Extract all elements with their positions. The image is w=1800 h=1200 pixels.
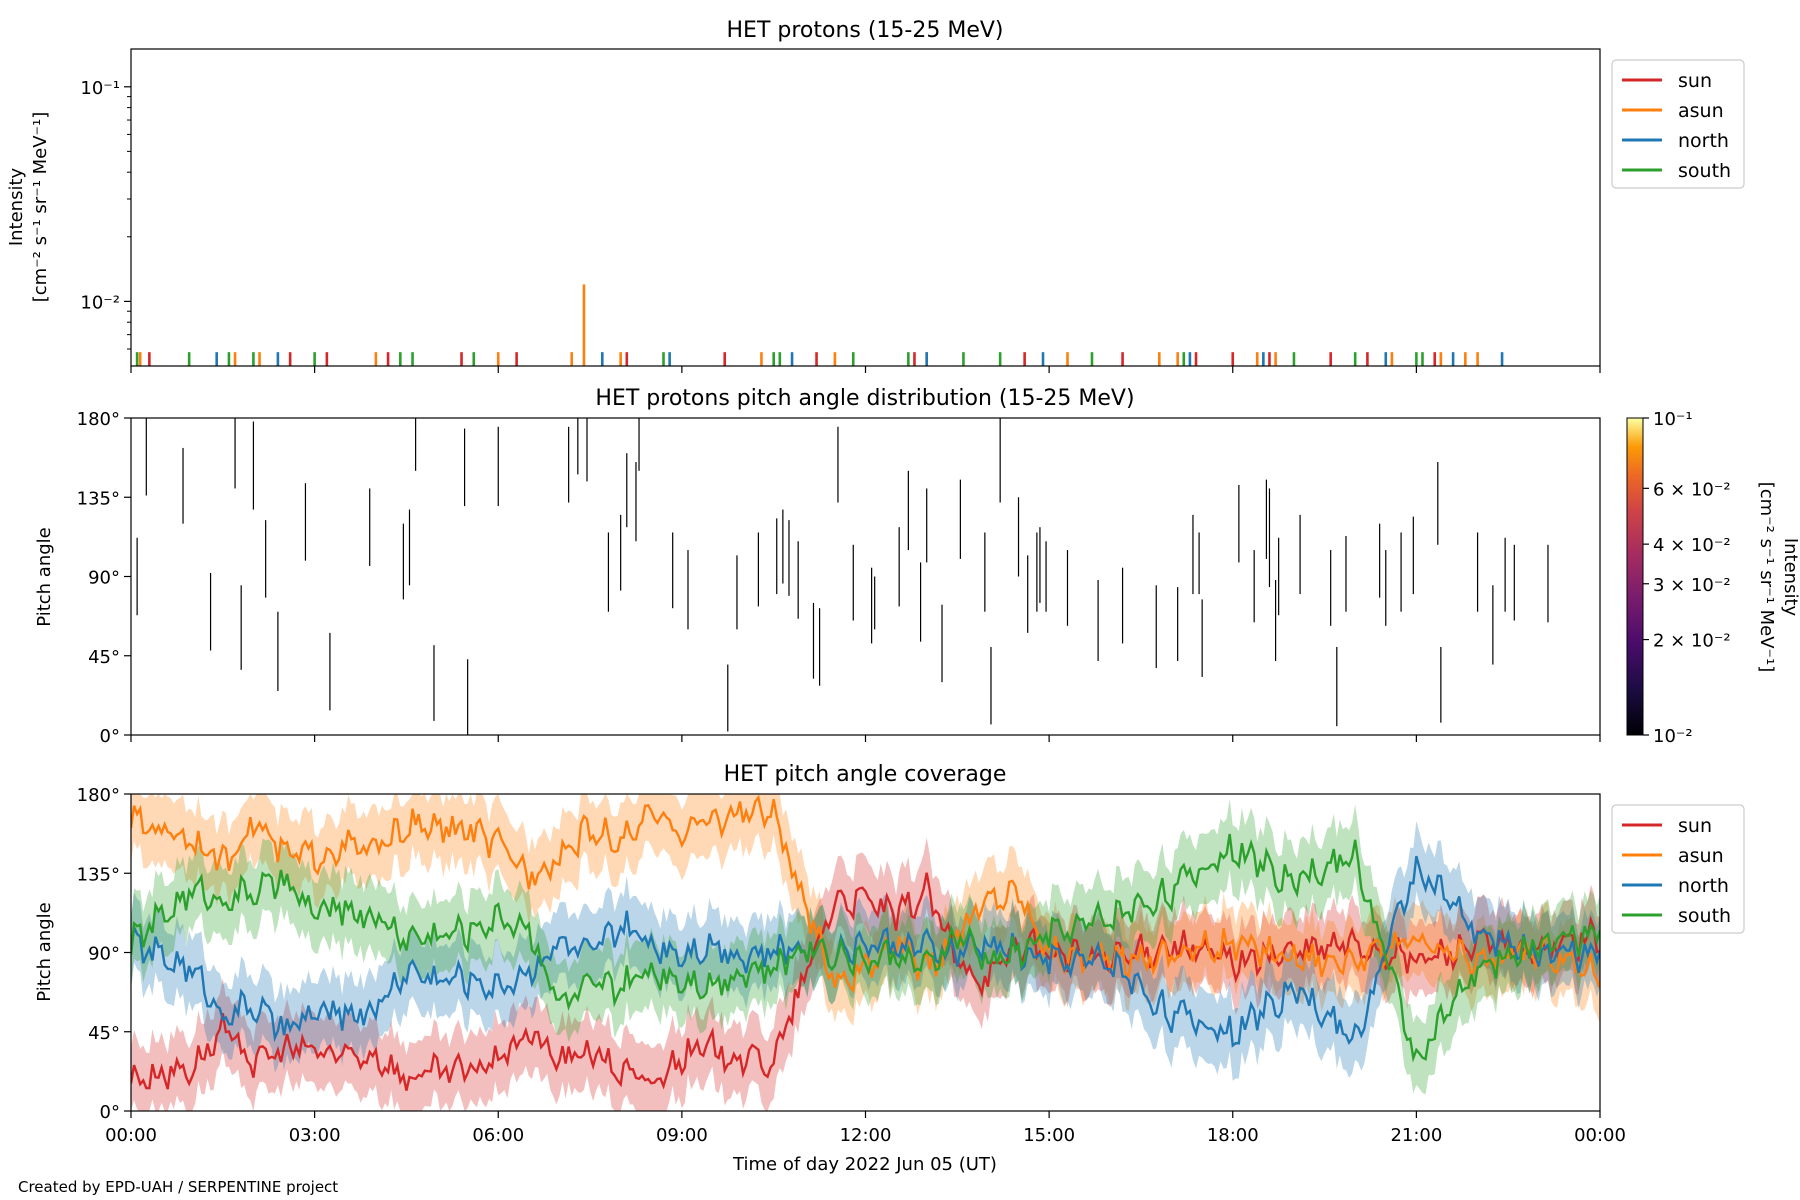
colorbar-tick-label: 3 × 10⁻²: [1653, 575, 1731, 596]
coverage-ytick-label: 180°: [77, 785, 120, 806]
coverage-line-north: [131, 855, 1600, 1048]
colorbar-tick-label: 6 × 10⁻²: [1653, 479, 1731, 500]
time-axis-tick-label: 00:00: [1574, 1125, 1626, 1146]
time-axis-tick-label: 00:00: [105, 1125, 157, 1146]
coverage-line-asun: [131, 794, 1600, 994]
time-axis-label: Time of day 2022 Jun 05 (UT): [732, 1154, 997, 1175]
intensity-ylabel-units: [cm⁻² s⁻¹ sr⁻¹ MeV⁻¹]: [30, 112, 51, 303]
pad-ytick-label: 135°: [77, 488, 120, 509]
intensity-ylabel-group: Intensity [cm⁻² s⁻¹ sr⁻¹ MeV⁻¹]: [6, 112, 51, 303]
time-axis-tick-label: 06:00: [472, 1125, 524, 1146]
intensity-legend-label-asun: asun: [1678, 100, 1724, 122]
coverage-band-north: [131, 820, 1600, 1081]
coverage-legend-label-sun: sun: [1678, 815, 1712, 837]
pad-events: [136, 418, 1549, 735]
coverage-yticks: 0° 45° 90° 135° 180°: [77, 785, 131, 1123]
coverage-legend-box: [1611, 804, 1745, 934]
coverage-plot-area: [131, 794, 1600, 1111]
colorbar-tick-label: 10⁻²: [1653, 726, 1693, 747]
time-axis-tick-label: 15:00: [1023, 1125, 1075, 1146]
time-axis-tick-label: 18:00: [1207, 1125, 1259, 1146]
intensity-legend-box: [1611, 59, 1745, 189]
coverage-legend-label-south: south: [1678, 905, 1731, 927]
coverage-series: [131, 794, 1600, 1111]
coverage-legend: sun asun north south: [1611, 804, 1745, 934]
time-axis-ticks: 00:00 03:00 06:00 09:00 12:00 15:00 18:00 21:00…: [105, 1111, 1626, 1146]
pad-ylabel: Pitch angle: [34, 527, 55, 626]
pad-ytick-label: 45°: [88, 647, 120, 668]
coverage-legend-label-asun: asun: [1678, 845, 1724, 867]
intensity-legend-label-south: south: [1678, 160, 1731, 182]
time-axis-tick-label: 03:00: [289, 1125, 341, 1146]
intensity-ytick-label: 10⁻¹: [80, 78, 120, 99]
coverage-ytick-label: 0°: [100, 1102, 120, 1123]
intensity-legend: sun asun north south: [1611, 59, 1745, 189]
panel-intensity-frame: [130, 48, 1601, 367]
pad-ytick-label: 180°: [77, 409, 120, 430]
time-axis-tick-label: 12:00: [840, 1125, 892, 1146]
time-axis-tick-label: 09:00: [656, 1125, 708, 1146]
coverage-ytick-label: 45°: [88, 1023, 120, 1044]
intensity-legend-label-north: north: [1678, 130, 1729, 152]
intensity-yticks: 10⁻¹ 10⁻²: [80, 78, 1601, 373]
panel-pad: HET protons pitch angle distribution (15…: [34, 386, 1800, 747]
coverage-line-south: [131, 833, 1600, 1063]
footer-credit: Created by EPD-UAH / SERPENTINE project: [18, 1178, 338, 1196]
coverage-legend-label-north: north: [1678, 875, 1729, 897]
colorbar-label: Intensity: [1780, 538, 1800, 617]
time-axis-tick-label: 21:00: [1390, 1125, 1442, 1146]
panel-coverage-title: HET pitch angle coverage: [724, 762, 1007, 787]
pad-ytick-label: 90°: [88, 568, 120, 589]
colorbar-bar: [1626, 417, 1644, 736]
intensity-legend-label-sun: sun: [1678, 70, 1712, 92]
panel-intensity: HET protons (15-25 MeV) 10⁻¹ 10⁻² Intensi…: [6, 18, 1745, 373]
coverage-line-sun: [131, 872, 1600, 1091]
colorbar: 10⁻¹ 6 × 10⁻² 4 × 10⁻² 3 × 10⁻² 2 × 10⁻² 10⁻²: [1626, 409, 1731, 747]
panel-intensity-title: HET protons (15-25 MeV): [727, 18, 1004, 43]
colorbar-units: [cm⁻² s⁻¹ sr⁻¹ MeV⁻¹]: [1756, 482, 1777, 673]
intensity-series: [135, 284, 1504, 366]
coverage-ylabel: Pitch angle: [34, 902, 55, 1001]
colorbar-tick-label: 10⁻¹: [1653, 409, 1693, 430]
intensity-ylabel: Intensity: [6, 167, 27, 246]
coverage-ytick-label: 90°: [88, 944, 120, 965]
pad-ytick-label: 0°: [100, 726, 120, 747]
panel-pad-title: HET protons pitch angle distribution (15…: [595, 386, 1134, 411]
colorbar-tick-label: 4 × 10⁻²: [1653, 535, 1731, 556]
pad-yticks: 0° 45° 90° 135° 180°: [77, 409, 1601, 747]
coverage-band-sun: [131, 837, 1600, 1111]
colorbar-tick-label: 2 × 10⁻²: [1653, 631, 1731, 652]
panel-coverage: HET pitch angle coverage 0° 45° 90° 135° 180…: [34, 762, 1745, 1175]
coverage-ytick-label: 135°: [77, 864, 120, 885]
colorbar-label-group: Intensity [cm⁻² s⁻¹ sr⁻¹ MeV⁻¹]: [1756, 482, 1800, 673]
intensity-ytick-label: 10⁻²: [80, 292, 120, 313]
